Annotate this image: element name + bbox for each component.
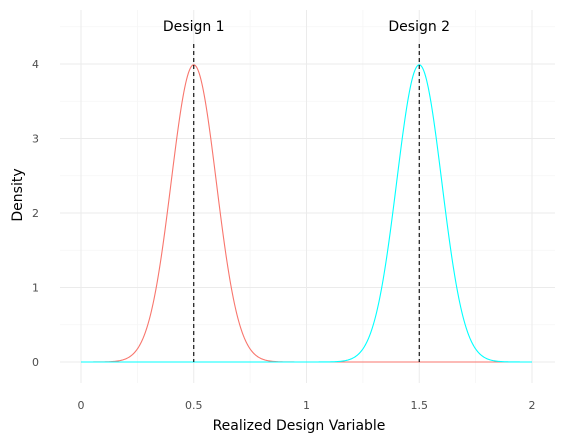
x-tick-label: 0.5 — [185, 399, 203, 412]
annotation-label-2: Design 2 — [388, 19, 450, 35]
x-tick-label: 1.5 — [411, 399, 429, 412]
series-layer — [81, 64, 532, 363]
y-tick-label: 4 — [32, 58, 39, 71]
annotation-label-1: Design 1 — [163, 19, 225, 35]
reference-lines — [193, 44, 420, 362]
annotations: Design 1 Design 2 — [163, 19, 450, 35]
major-grid — [60, 10, 555, 383]
y-tick-label: 3 — [32, 133, 39, 146]
x-tick-label: 1 — [303, 399, 310, 412]
y-axis-title: Density — [10, 168, 26, 221]
minor-grid — [60, 10, 555, 383]
x-axis-title: Realized Design Variable — [213, 418, 386, 434]
x-axis-ticks: 0 0.5 1 1.5 2 — [78, 399, 536, 412]
y-tick-label: 0 — [32, 356, 39, 369]
x-tick-label: 0 — [78, 399, 85, 412]
density-curve-2 — [81, 64, 532, 363]
y-tick-label: 2 — [32, 207, 39, 220]
y-axis-ticks: 0 1 2 3 4 — [32, 58, 39, 369]
y-tick-label: 1 — [32, 282, 39, 295]
x-tick-label: 2 — [529, 399, 536, 412]
